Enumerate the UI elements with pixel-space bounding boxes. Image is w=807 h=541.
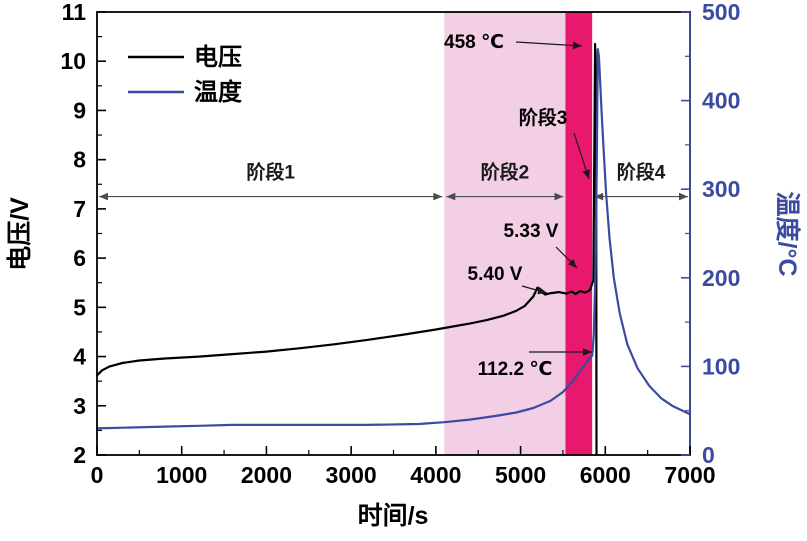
x-tick-label: 1000 bbox=[156, 462, 207, 488]
left-tick-label: 2 bbox=[73, 442, 86, 468]
stage-bands bbox=[444, 12, 593, 455]
left-tick-label: 8 bbox=[73, 147, 86, 173]
arrow-head bbox=[679, 192, 688, 201]
x-tick-label: 4000 bbox=[410, 462, 461, 488]
arrow-line bbox=[515, 41, 583, 47]
right-tick-label: 100 bbox=[702, 353, 740, 379]
right-tick-label: 300 bbox=[702, 176, 740, 202]
x-tick-label: 0 bbox=[91, 462, 104, 488]
arrow-head bbox=[572, 41, 582, 50]
left-tick-label: 4 bbox=[73, 344, 86, 370]
series-lines bbox=[95, 42, 692, 456]
stage3-band bbox=[565, 12, 593, 455]
arrow-head bbox=[567, 258, 577, 268]
stage3-label: 阶段3 bbox=[519, 106, 568, 129]
arrow-head bbox=[554, 192, 564, 201]
stage-label: 阶段1 bbox=[246, 160, 295, 183]
left-tick-label: 7 bbox=[73, 196, 86, 222]
arrow-head bbox=[537, 286, 547, 295]
right-tick-label: 200 bbox=[702, 265, 740, 291]
arrow-head bbox=[583, 348, 592, 356]
left-axis-title: 电压/V bbox=[6, 197, 34, 271]
arrow-head bbox=[433, 192, 443, 201]
left-tick-label: 5 bbox=[73, 294, 86, 320]
temp-peak-label: 458 ℃ bbox=[444, 32, 504, 53]
legend-label-1: 电压 bbox=[194, 44, 242, 71]
right-axis-title: 温度/°C bbox=[773, 192, 802, 277]
right-tick-label: 400 bbox=[702, 88, 740, 114]
v-5-40-label: 5.40 V bbox=[468, 264, 523, 285]
x-tick-label: 7000 bbox=[664, 462, 715, 488]
series-电压 bbox=[95, 42, 598, 456]
legend-label-2: 温度 bbox=[194, 78, 243, 106]
right-tick-label: 500 bbox=[702, 0, 740, 25]
x-tick-label: 3000 bbox=[326, 462, 377, 488]
left-tick-label: 9 bbox=[73, 97, 86, 123]
x-tick-label: 5000 bbox=[495, 462, 546, 488]
v-5-33-label: 5.33 V bbox=[504, 221, 559, 242]
axes: 0 1000 2000 3000 4000 5000 6000 700023456789101… bbox=[60, 0, 740, 488]
left-tick-label: 6 bbox=[73, 245, 86, 271]
annotations: 458 ℃ 阶段3 5.33 V 5.40 V 112.2 ℃ bbox=[444, 32, 592, 380]
arrow-head bbox=[99, 192, 108, 201]
x-axis-title: 时间/s bbox=[358, 502, 429, 530]
temp-112-label: 112.2 ℃ bbox=[478, 359, 553, 380]
x-tick-label: 2000 bbox=[241, 462, 292, 488]
series-温度 bbox=[95, 48, 692, 430]
stage-label: 阶段2 bbox=[481, 160, 530, 183]
right-tick-label: 0 bbox=[702, 442, 715, 468]
arrow-head bbox=[582, 169, 590, 179]
arrow-head bbox=[446, 192, 456, 201]
stage-arrows: 阶段1 阶段2 阶段4 bbox=[99, 160, 688, 201]
x-tick-label: 6000 bbox=[580, 462, 631, 488]
left-tick-label: 11 bbox=[62, 0, 87, 25]
stage-label: 阶段4 bbox=[617, 160, 666, 183]
left-tick-label: 10 bbox=[60, 48, 86, 74]
arrow-head bbox=[594, 192, 604, 201]
left-tick-label: 3 bbox=[73, 393, 86, 419]
stage2-band bbox=[444, 12, 566, 455]
